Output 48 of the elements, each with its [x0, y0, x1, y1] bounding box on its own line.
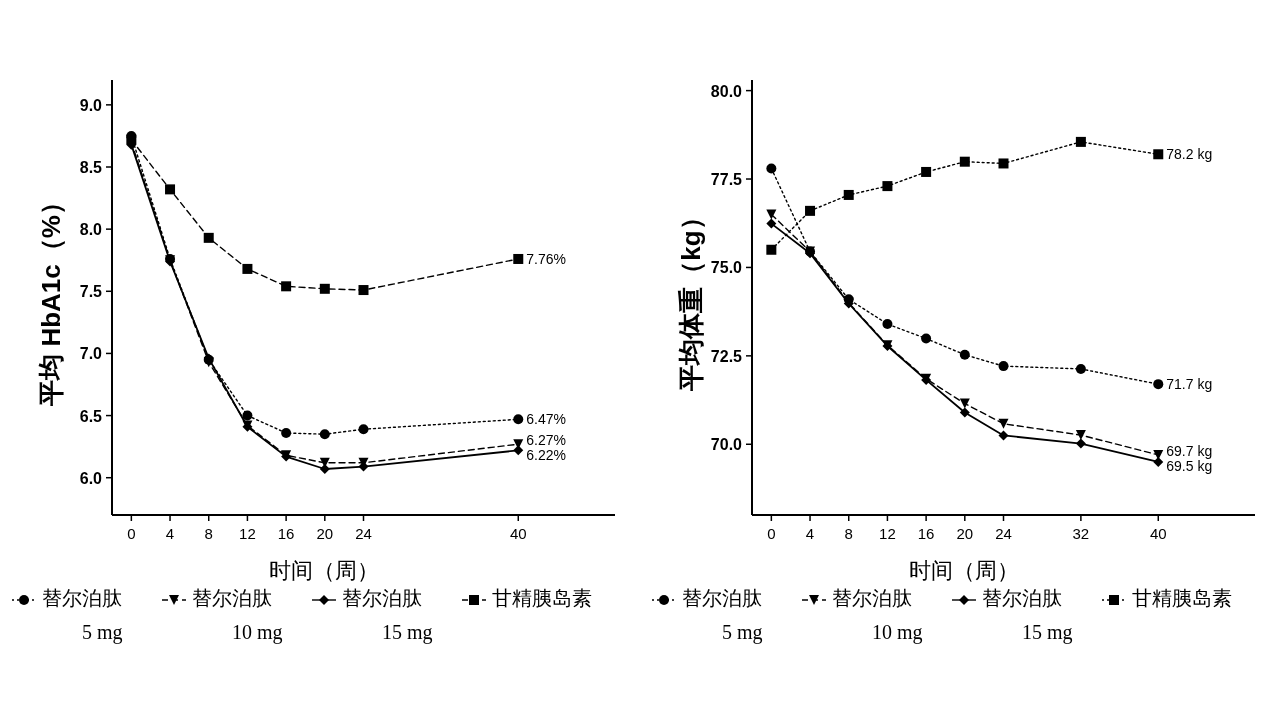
legend-label: 甘精胰岛素	[492, 587, 592, 609]
y-tick-label: 72.5	[710, 347, 743, 365]
y-tick-label: 8.5	[79, 159, 103, 176]
legend-label: 替尔泊肽 5 mg	[42, 587, 123, 644]
data-label: 6.27%	[526, 431, 566, 448]
legend-label: 替尔泊肽 5 mg	[682, 587, 763, 644]
x-tick-label: 24	[995, 525, 1012, 542]
x-tick-label: 4	[805, 525, 815, 542]
x-tick-label: 40	[509, 525, 527, 542]
y-axis-title: 平均体重（kg）	[676, 204, 706, 392]
legend-label: 替尔泊肽 10 mg	[192, 587, 283, 644]
y-tick-label: 6.5	[79, 407, 103, 425]
x-tick-label: 32	[1072, 525, 1090, 542]
legend-label: 替尔泊肽 15 mg	[342, 587, 433, 644]
legend-label: 替尔泊肽 10 mg	[832, 587, 923, 644]
y-tick-label: 7.5	[79, 283, 103, 301]
x-tick-label: 12	[879, 525, 896, 542]
data-label: 69.7 kg	[1166, 442, 1213, 459]
x-axis-title: 时间（周）	[908, 558, 1019, 583]
data-label: 6.22%	[526, 446, 566, 463]
y-tick-label: 7.0	[79, 345, 103, 363]
x-tick-label: 8	[204, 525, 213, 542]
x-tick-label: 20	[956, 525, 974, 542]
y-tick-label: 8.0	[79, 221, 103, 239]
y-tick-label: 77.5	[710, 171, 743, 189]
x-tick-label: 24	[355, 525, 372, 542]
x-axis-title: 时间（周）	[268, 558, 379, 583]
legend-label: 甘精胰岛素	[1132, 587, 1232, 609]
data-label: 71.7 kg	[1166, 376, 1213, 393]
data-label: 7.76%	[526, 250, 566, 267]
y-axis-title: 平均 HbA1c（%）	[36, 189, 66, 407]
data-label: 6.47%	[526, 411, 566, 428]
y-tick-label: 80.0	[710, 82, 743, 100]
x-tick-label: 12	[239, 525, 256, 542]
x-tick-label: 0	[767, 525, 776, 542]
y-tick-label: 9.0	[79, 96, 103, 114]
x-tick-label: 4	[165, 525, 175, 542]
y-tick-label: 70.0	[710, 436, 743, 454]
y-tick-label: 75.0	[710, 259, 743, 277]
x-tick-label: 16	[917, 525, 935, 542]
legend-label: 替尔泊肽 15 mg	[982, 587, 1073, 644]
x-tick-label: 0	[127, 525, 136, 542]
y-tick-label: 6.0	[79, 469, 103, 487]
x-tick-label: 40	[1149, 525, 1167, 542]
x-tick-label: 16	[277, 525, 295, 542]
x-tick-label: 20	[316, 525, 334, 542]
x-tick-label: 8	[844, 525, 853, 542]
data-label: 78.2 kg	[1166, 146, 1213, 163]
